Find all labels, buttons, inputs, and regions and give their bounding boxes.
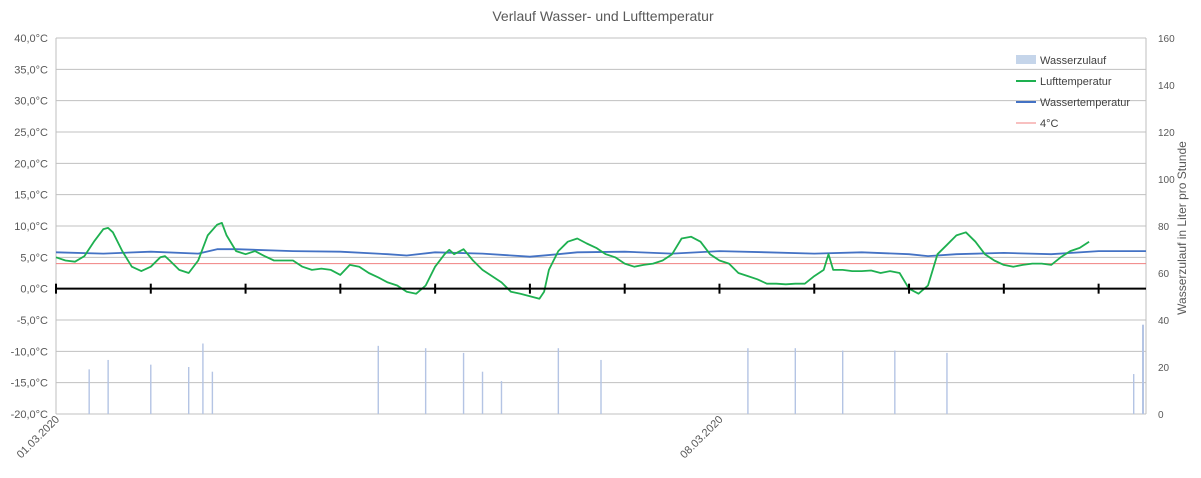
legend-swatch (1016, 55, 1036, 64)
wasserzulauf-bar (377, 345, 379, 414)
right-tick-label: 40 (1158, 316, 1170, 327)
series-lufttemperatur (55, 221, 1090, 300)
wasserzulauf-bar (202, 343, 204, 414)
wasserzulauf-bar (946, 352, 948, 414)
right-axis-tick-labels: 0 20 40 60 80 100 120 140 160 (1158, 34, 1175, 421)
legend-label: Wasserzulauf (1040, 55, 1107, 67)
left-tick-label: 15,0°C (14, 190, 48, 202)
right-tick-label: 120 (1158, 128, 1175, 139)
wasserzulauf-bar (481, 371, 484, 414)
wasserzulauf-bar (107, 359, 109, 414)
wasserzulauf-bar (187, 367, 190, 414)
right-axis-title: Wasserzulauf in Liter pro Stunde (1175, 141, 1189, 315)
right-tick-label: 80 (1158, 222, 1170, 233)
right-tick-label: 20 (1158, 363, 1170, 374)
right-tick-label: 160 (1158, 34, 1175, 45)
wasserzulauf-bar (1133, 374, 1135, 414)
legend-label: 4°C (1040, 118, 1059, 130)
left-axis-tick-labels: -20,0°C -15,0°C -10,0°C -5,0°C 0,0°C 5,0°C 10,… (11, 33, 48, 421)
right-tick-label: 140 (1158, 81, 1175, 92)
left-tick-label: -20,0°C (11, 409, 48, 421)
wasserzulauf-bar (747, 348, 749, 414)
wasserzulauf-bar (424, 348, 427, 414)
gridlines (55, 37, 1147, 415)
legend-label: Lufttemperatur (1040, 76, 1112, 88)
wasserzulauf-bar (462, 352, 465, 414)
left-tick-label: 10,0°C (14, 221, 48, 233)
left-tick-label: 20,0°C (14, 158, 48, 170)
wasserzulauf-bar (894, 350, 896, 414)
left-tick-label: 30,0°C (14, 96, 48, 108)
legend: Wasserzulauf Lufttemperatur Wassertemperat… (1016, 55, 1130, 130)
wasserzulauf-bar (500, 381, 503, 414)
left-tick-label: 25,0°C (14, 127, 48, 139)
wasserzulauf-bar (211, 371, 214, 414)
left-tick-label: 0,0°C (20, 284, 48, 296)
chart-title: Verlauf Wasser- und Lufttemperatur (492, 8, 714, 24)
wasserzulauf-bar (841, 350, 844, 414)
wasserzulauf-bar (794, 348, 797, 414)
right-tick-label: 100 (1158, 175, 1175, 186)
left-tick-label: 5,0°C (20, 252, 48, 264)
left-tick-label: 35,0°C (14, 64, 48, 76)
series-wassertemperatur (55, 248, 1146, 258)
series-lines (55, 221, 1146, 300)
left-tick-label: 40,0°C (14, 33, 48, 45)
wasserzulauf-bar (600, 359, 602, 414)
left-tick-label: -15,0°C (11, 378, 48, 390)
left-tick-label: -10,0°C (11, 346, 48, 358)
wasserzulauf-bar (1142, 324, 1144, 414)
wasserzulauf-bar (150, 364, 152, 414)
left-tick-label: -5,0°C (17, 315, 48, 327)
right-tick-label: 60 (1158, 269, 1170, 280)
right-tick-label: 0 (1158, 410, 1164, 421)
legend-label: Wassertemperatur (1040, 97, 1130, 109)
wasserzulauf-bar (557, 348, 560, 414)
wasserzulauf-bar (88, 369, 90, 414)
axes (55, 283, 1146, 294)
wasserzulauf-bars (88, 324, 1144, 414)
